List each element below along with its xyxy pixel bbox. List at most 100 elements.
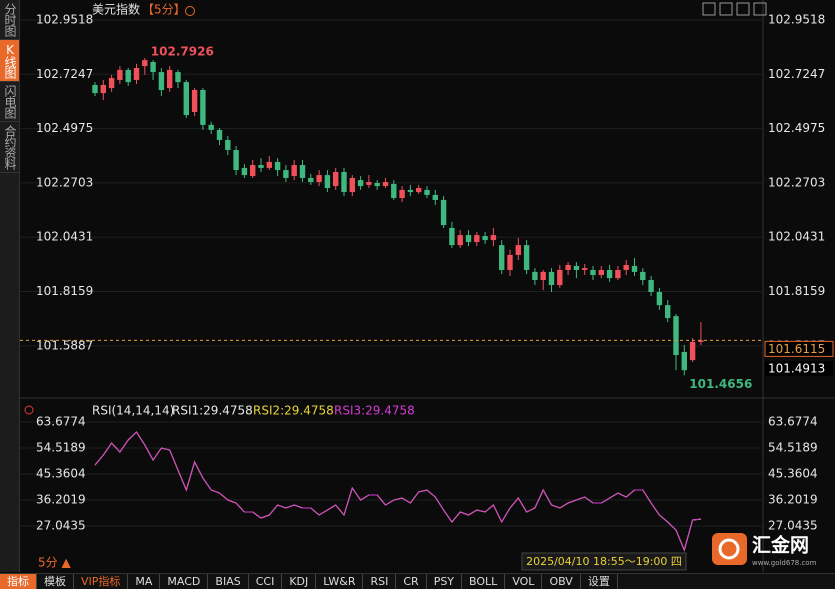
candle-body xyxy=(274,161,281,171)
sidebar-tab[interactable]: 分时图 xyxy=(0,0,19,40)
low-label: 101.4656 xyxy=(689,377,752,391)
candle-body xyxy=(573,265,580,270)
toolbar-item[interactable]: KDJ xyxy=(282,574,317,589)
candle-body xyxy=(391,183,397,199)
y-tick-label-right: 101.8159 xyxy=(768,284,825,298)
candle-body xyxy=(548,271,555,286)
candle-body xyxy=(150,62,156,73)
chart: 美元指数 【5分】 5分 ▲ 2025/04/10 18:55～19:00 四 … xyxy=(20,0,835,572)
y-tick-label-left: 102.7247 xyxy=(36,67,93,81)
toolbar-item[interactable]: LW&R xyxy=(316,574,364,589)
toolbar-item[interactable]: RSI xyxy=(363,574,397,589)
candle-body xyxy=(648,280,654,292)
y-tick-label-right: 54.5189 xyxy=(768,441,818,455)
candle-body xyxy=(117,69,123,80)
candle-body xyxy=(158,72,165,90)
toolbar-item[interactable]: CR xyxy=(396,574,427,589)
candle-body xyxy=(183,82,189,116)
candle-body xyxy=(208,124,214,130)
toolbar-item[interactable]: VOL xyxy=(505,574,543,589)
candle-body xyxy=(681,351,687,371)
candle-body xyxy=(142,60,148,67)
candle-body xyxy=(407,189,414,193)
candle-body xyxy=(283,170,289,178)
y-tick-label-right: 27.0435 xyxy=(768,519,818,533)
candle-body xyxy=(665,305,671,319)
toolbar-item[interactable]: BOLL xyxy=(462,574,506,589)
toolbar-item[interactable]: MACD xyxy=(160,574,209,589)
candle-body xyxy=(266,161,272,168)
candle-body xyxy=(598,269,604,276)
candle-body xyxy=(341,171,347,193)
toolbar-item[interactable]: BIAS xyxy=(208,574,249,589)
candle-body xyxy=(606,269,613,279)
sidebar-tab[interactable]: K线图 xyxy=(0,40,19,82)
rsi-icon[interactable] xyxy=(24,405,34,415)
price-marker-box xyxy=(765,361,833,377)
toolbar-item[interactable]: 模板 xyxy=(37,574,74,589)
candle-body xyxy=(233,149,239,171)
candle-body xyxy=(374,182,380,187)
toolbar-item[interactable]: CCI xyxy=(249,574,283,589)
toolbar-item[interactable]: 设置 xyxy=(581,574,618,589)
toolbar-item[interactable]: MA xyxy=(128,574,161,589)
add-icon[interactable] xyxy=(185,6,195,16)
candle-body xyxy=(316,175,322,183)
logo-mark xyxy=(718,538,740,560)
y-tick-label-right: 45.3604 xyxy=(768,467,818,481)
sidebar: 分时图 K线图 闪电图 合约资料 xyxy=(0,0,20,572)
candle-body xyxy=(308,177,314,183)
y-tick-label-left: 63.6774 xyxy=(36,415,86,429)
candle-body xyxy=(424,189,430,195)
y-tick-label-left: 102.9518 xyxy=(36,12,93,26)
sidebar-tab[interactable]: 合约资料 xyxy=(0,122,19,173)
candle-body xyxy=(631,265,638,272)
y-tick-label-left: 101.8159 xyxy=(36,284,93,298)
candle-body xyxy=(656,291,663,306)
y-tick-label-left: 102.2703 xyxy=(36,175,93,189)
candle-body xyxy=(324,175,331,188)
time-label: 2025/04/10 18:55～19:00 四 xyxy=(526,555,682,568)
toolbar-item[interactable]: 指标 xyxy=(0,574,37,589)
candle-body xyxy=(191,89,198,112)
candle-body xyxy=(382,182,389,187)
logo-url: www.gold678.com xyxy=(752,559,817,567)
tool-icons[interactable] xyxy=(702,2,767,16)
candle-body xyxy=(640,271,646,281)
candle-body xyxy=(615,269,621,279)
candle-body xyxy=(482,236,488,241)
candle-body xyxy=(565,264,571,270)
y-tick-label-right: 102.7247 xyxy=(768,67,825,81)
logo-icon xyxy=(712,533,747,565)
toolbar-item[interactable]: PSY xyxy=(427,574,463,589)
toolbar-item[interactable]: VIP指标 xyxy=(74,574,129,589)
candle-body xyxy=(108,78,115,89)
candle-body xyxy=(465,235,472,243)
candle-body xyxy=(399,189,405,199)
candle-body xyxy=(540,271,546,281)
candle-body xyxy=(523,245,530,270)
y-tick-label-right: 63.6774 xyxy=(768,415,818,429)
candle-body xyxy=(432,194,438,200)
candle-body xyxy=(291,165,297,177)
candle-body xyxy=(167,69,173,89)
y-tick-label-left: 54.5189 xyxy=(36,441,86,455)
y-tick-label-right: 36.2019 xyxy=(768,493,818,507)
period-label[interactable]: 5分 ▲ xyxy=(38,556,71,570)
sidebar-tab[interactable]: 闪电图 xyxy=(0,82,19,122)
rsi-line xyxy=(94,431,701,552)
high-label: 102.7926 xyxy=(151,45,214,59)
title: 美元指数 xyxy=(92,2,140,17)
candle-body xyxy=(92,84,98,94)
toolbar-item[interactable]: OBV xyxy=(542,574,581,589)
candle-body xyxy=(133,67,140,80)
candle-body xyxy=(366,182,372,185)
candle-body xyxy=(557,269,563,286)
y-tick-label-left: 27.0435 xyxy=(36,519,86,533)
candle-body xyxy=(673,316,679,356)
candle-body xyxy=(515,245,521,255)
candle-body xyxy=(357,180,364,187)
candle-body xyxy=(474,235,480,243)
candle-body xyxy=(582,268,588,270)
candle-body xyxy=(590,269,596,276)
